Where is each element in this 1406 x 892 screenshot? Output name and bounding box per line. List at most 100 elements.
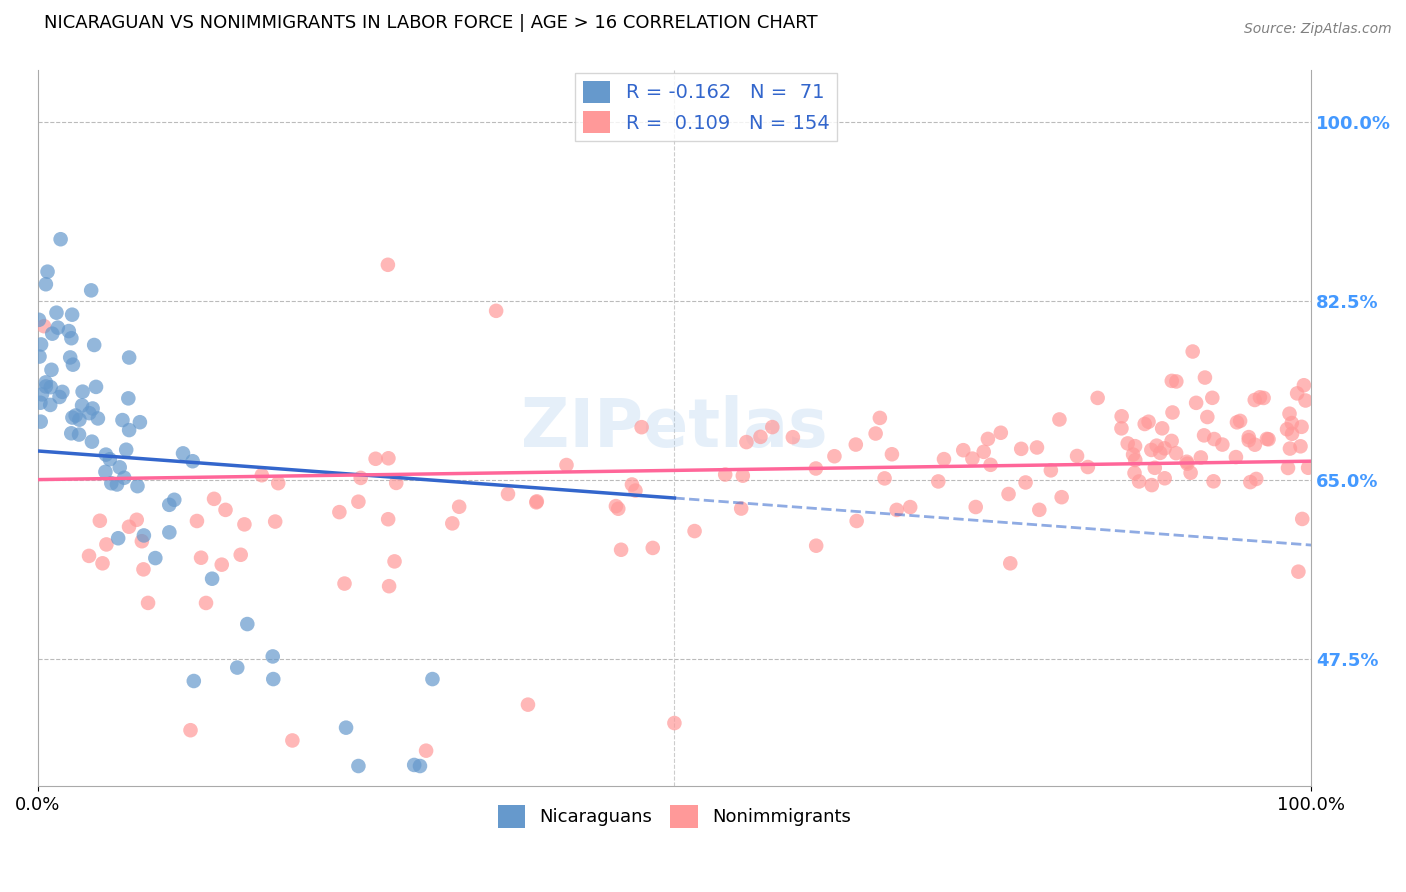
Point — [41, 363, 63, 377]
Point — [125, 513, 148, 527]
Point — [80, 284, 103, 298]
Point — [1123, 453, 1146, 467]
Point — [1166, 446, 1188, 460]
Text: NICARAGUAN VS NONIMMIGRANTS IN LABOR FORCE | AGE > 16 CORRELATION CHART: NICARAGUAN VS NONIMMIGRANTS IN LABOR FOR… — [44, 14, 818, 32]
Point — [347, 759, 370, 773]
Point — [65, 409, 87, 423]
Point — [1292, 378, 1315, 392]
Point — [1161, 405, 1184, 419]
Point — [1211, 437, 1233, 451]
Point — [1256, 432, 1278, 446]
Point — [620, 477, 643, 491]
Point — [195, 596, 218, 610]
Point — [163, 492, 186, 507]
Point — [1000, 557, 1022, 571]
Point — [1244, 472, 1267, 486]
Point — [30, 337, 52, 351]
Point — [1175, 455, 1198, 469]
Point — [1014, 475, 1036, 490]
Point — [1137, 415, 1160, 429]
Point — [952, 443, 974, 458]
Point — [35, 277, 58, 292]
Point — [1192, 428, 1215, 442]
Point — [610, 542, 633, 557]
Point — [127, 479, 149, 493]
Point — [927, 475, 949, 489]
Point — [62, 358, 84, 372]
Point — [87, 411, 110, 425]
Point — [526, 494, 548, 508]
Point — [973, 445, 995, 459]
Point — [823, 449, 845, 463]
Point — [46, 320, 69, 334]
Point — [131, 534, 153, 549]
Point — [28, 350, 51, 364]
Point — [35, 379, 58, 393]
Point — [1128, 475, 1150, 489]
Point — [211, 558, 233, 572]
Point — [869, 411, 891, 425]
Point — [1296, 460, 1319, 475]
Point — [31, 387, 53, 401]
Point — [229, 548, 252, 562]
Point — [1153, 471, 1175, 485]
Point — [72, 384, 94, 399]
Point — [1289, 439, 1312, 453]
Point — [845, 437, 868, 451]
Point — [51, 384, 73, 399]
Point — [898, 500, 921, 514]
Point — [1122, 448, 1144, 462]
Point — [70, 399, 93, 413]
Point — [118, 351, 141, 365]
Point — [30, 395, 52, 409]
Point — [143, 551, 166, 566]
Point — [641, 541, 664, 555]
Point — [67, 412, 90, 426]
Point — [980, 458, 1002, 472]
Point — [214, 503, 236, 517]
Point — [624, 483, 647, 498]
Point — [328, 505, 350, 519]
Point — [496, 487, 519, 501]
Point — [1278, 407, 1301, 421]
Point — [555, 458, 578, 472]
Point — [1295, 393, 1317, 408]
Point — [1116, 436, 1139, 450]
Point — [115, 442, 138, 457]
Point — [132, 528, 155, 542]
Point — [233, 517, 256, 532]
Text: ZIPetlas: ZIPetlas — [522, 395, 828, 461]
Point — [1123, 466, 1146, 480]
Point — [91, 557, 114, 571]
Point — [880, 447, 903, 461]
Point — [281, 733, 304, 747]
Point — [1146, 439, 1168, 453]
Point — [1181, 344, 1204, 359]
Point — [183, 673, 205, 688]
Point — [1149, 446, 1171, 460]
Point — [186, 514, 208, 528]
Point — [364, 451, 387, 466]
Point — [264, 515, 287, 529]
Point — [1160, 374, 1182, 388]
Point — [94, 448, 117, 462]
Point — [1204, 432, 1226, 446]
Point — [749, 430, 772, 444]
Point — [1249, 390, 1271, 404]
Point — [96, 537, 118, 551]
Point — [60, 331, 83, 345]
Point — [59, 351, 82, 365]
Point — [236, 617, 259, 632]
Point — [1237, 430, 1260, 444]
Point — [262, 649, 284, 664]
Point — [136, 596, 159, 610]
Point — [98, 452, 121, 467]
Point — [517, 698, 540, 712]
Point — [79, 406, 101, 420]
Point — [377, 451, 399, 466]
Point — [111, 413, 134, 427]
Point — [202, 491, 225, 506]
Legend: Nicaraguans, Nonimmigrants: Nicaraguans, Nonimmigrants — [491, 798, 858, 835]
Point — [1111, 421, 1133, 435]
Point — [1239, 475, 1261, 489]
